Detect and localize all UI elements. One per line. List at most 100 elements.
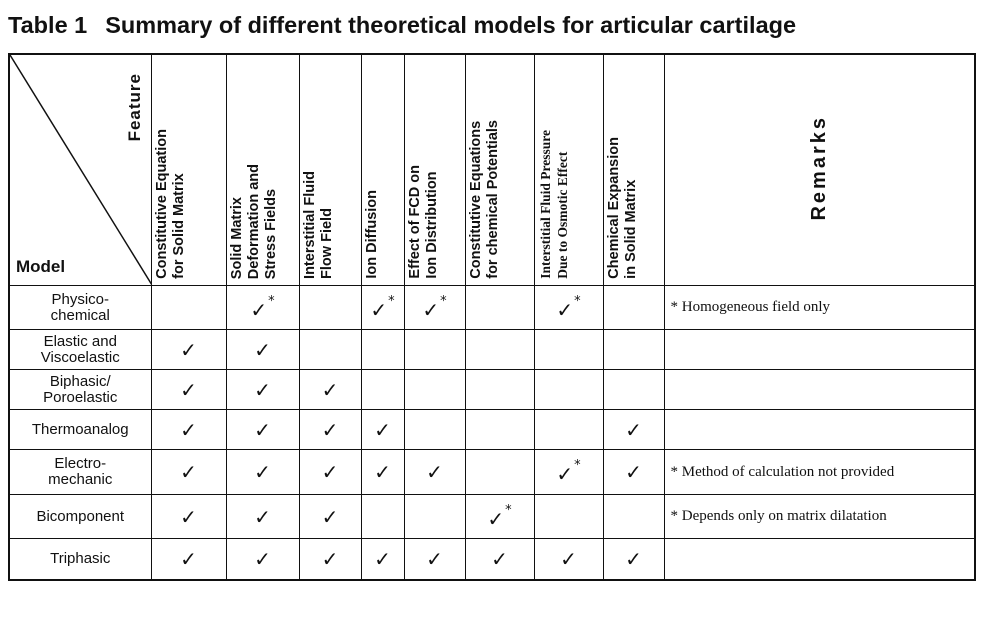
check-mark-cell: ✓ [150,494,227,539]
check-mark-icon: ✓ [321,460,339,484]
remark-cell: * Depends only on matrix dilatation [663,494,976,539]
corner-header: Feature Model [8,53,152,286]
model-axis-label: Model [16,257,66,276]
check-mark-cell: ✓ [150,409,227,450]
check-mark-icon: ✓ [560,546,577,571]
check-mark-icon: ✓ [254,377,271,402]
remark-cell: * Method of calculation not provided [663,449,976,495]
check-mark-icon: ✓ [374,460,391,484]
check-mark-cell: ✓* [360,285,405,330]
footnote-asterisk: * [268,293,275,309]
feature-axis-label: Feature [124,73,144,142]
check-mark-cell: ✓ [225,409,300,450]
check-mark-cell: ✓ [464,538,535,580]
check-mark-icon: ✓ [625,417,642,442]
empty-cell [464,449,535,495]
check-mark-cell: ✓ [150,538,227,580]
footnote-asterisk: * [574,458,581,473]
empty-cell [360,329,405,370]
check-mark-icon: ✓ [254,337,271,362]
check-mark-cell: ✓* [225,285,300,330]
check-mark-cell: ✓ [150,369,227,410]
footnote-asterisk: * [505,502,512,518]
table-row: Triphasic ✓ ✓ ✓ ✓ ✓ ✓ ✓ ✓ [8,538,976,580]
check-mark-icon: ✓ [254,504,271,529]
check-mark-cell: ✓ [225,449,300,495]
feature-header-label: Solid Matrix Deformation and Stress Fiel… [228,163,279,279]
check-mark-icon: ✓ [254,546,271,571]
feature-header-label: Constitutive Equations for chemical Pote… [467,120,501,279]
empty-cell [602,494,665,539]
check-mark-cell: ✓ [150,449,227,495]
empty-cell [464,285,535,330]
check-mark-icon: ✓ [180,377,197,402]
empty-cell [464,369,535,410]
remark-cell [663,329,976,370]
check-mark-cell: ✓ [298,369,362,410]
empty-cell [533,369,604,410]
table-title: Summary of different theoretical models … [105,12,797,38]
feature-header-2: Solid Matrix Deformation and Stress Fiel… [225,53,300,286]
feature-header-label: Chemical Expansion in Solid Matrix [605,137,639,279]
empty-cell [360,494,405,539]
check-mark-cell: ✓ [403,538,466,580]
feature-header-label: Interstitial Fluid Flow Field [301,171,335,279]
check-mark-icon: ✓ [370,297,388,322]
table-row: Physico- chemical ✓* ✓* ✓* ✓* * Homogeneous f… [8,285,976,330]
empty-cell [464,329,535,370]
empty-cell [602,329,665,370]
check-mark-icon: ✓ [180,504,197,529]
empty-cell [602,285,665,330]
check-mark-cell: ✓ [360,449,405,495]
header-row: Feature Model Constitutive Equation for … [8,53,976,286]
empty-cell [602,369,665,410]
check-mark-cell: ✓ [403,449,466,495]
table-row: Biphasic/ Poroelastic ✓ ✓ ✓ [8,369,976,410]
model-name-cell: Physico- chemical [8,285,152,330]
feature-header-6: Constitutive Equations for chemical Pote… [464,53,535,286]
empty-cell [403,494,466,539]
model-name-cell: Triphasic [8,538,152,580]
check-mark-icon: ✓ [625,460,642,484]
footnote-asterisk: * [574,293,581,309]
feature-header-label: Ion Diffusion [363,190,380,279]
feature-header-label: Constitutive Equation for Solid Matrix [153,129,187,279]
check-mark-cell: ✓ [225,369,300,410]
model-name-cell: Biphasic/ Poroelastic [8,369,152,410]
empty-cell [533,329,604,370]
check-mark-cell: ✓* [533,449,604,495]
remarks-header-label: Remarks [807,114,830,221]
table-row: Electro- mechanic ✓ ✓ ✓ ✓ ✓ ✓* ✓ * Method of cal… [8,449,976,495]
model-name-cell: Bicomponent [8,494,152,539]
feature-header-label: Effect of FCD on Ion Distribution [406,165,440,279]
table-row: Thermoanalog ✓ ✓ ✓ ✓ ✓ [8,409,976,450]
empty-cell [150,285,227,330]
check-mark-cell: ✓ [360,538,405,580]
remark-cell [663,538,976,580]
models-table: Feature Model Constitutive Equation for … [8,53,976,581]
table-body: Feature Model Constitutive Equation for … [8,53,976,580]
feature-header-7: Interstitial Fluid Pressure Due to Osmot… [533,53,604,286]
feature-header-4: Ion Diffusion [360,53,405,286]
check-mark-cell: ✓ [602,449,665,495]
check-mark-icon: ✓ [321,504,339,529]
check-mark-icon: ✓ [180,337,197,362]
empty-cell [403,369,466,410]
check-mark-icon: ✓ [321,546,339,571]
check-mark-icon: ✓ [556,297,574,322]
check-mark-icon: ✓ [422,297,440,322]
table-caption: Table 1 Summary of different theoretical … [8,12,796,39]
check-mark-cell: ✓* [464,494,535,539]
check-mark-icon: ✓ [254,417,271,442]
check-mark-icon: ✓ [180,417,197,442]
check-mark-icon: ✓ [180,546,197,571]
empty-cell [403,329,466,370]
check-mark-cell: ✓* [533,285,604,330]
check-mark-icon: ✓ [426,546,443,571]
check-mark-icon: ✓ [250,297,268,322]
check-mark-icon: ✓ [556,462,574,486]
empty-cell [533,494,604,539]
feature-header-5: Effect of FCD on Ion Distribution [403,53,466,286]
feature-header-1: Constitutive Equation for Solid Matrix [150,53,227,286]
empty-cell [403,409,466,450]
